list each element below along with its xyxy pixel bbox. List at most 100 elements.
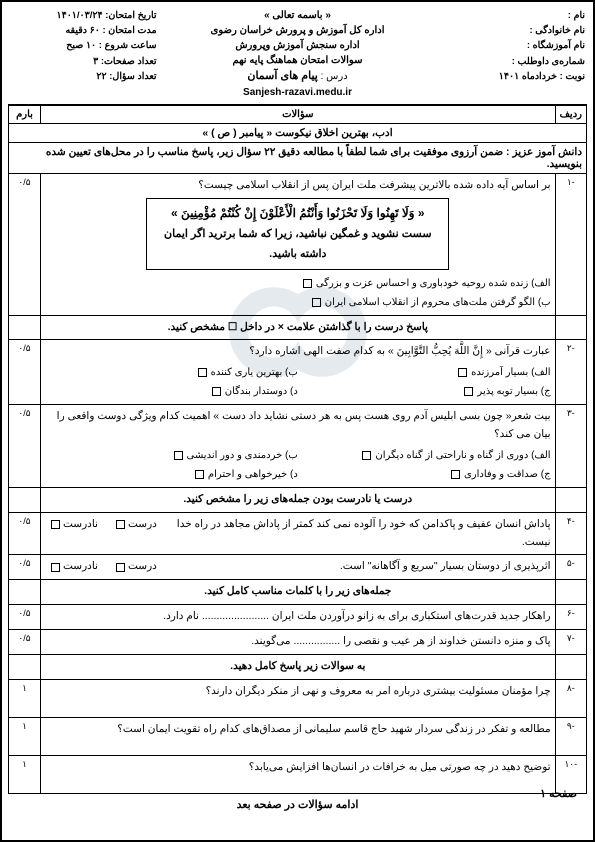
q3-text: بیت شعر« چون بسی ابلیس آدم روی هست پس به… xyxy=(45,408,551,444)
question-6: -۶ راهکار جدید قدرت‌های استکباری برای به… xyxy=(9,605,587,630)
q1-ayah-persian: سست نشوید و غمگین نباشید، زیرا که شما بر… xyxy=(153,225,442,265)
table-header-row: ردیف سؤالات بارم xyxy=(9,105,587,123)
q5-score: ۰/۵ xyxy=(9,555,41,580)
questions-table: ردیف سؤالات بارم ادب، بهترین اخلاق نیکوس… xyxy=(8,105,587,794)
checkbox-icon[interactable] xyxy=(312,298,321,307)
exam-start: ساعت شروع : ۱۰ صبح xyxy=(8,38,157,53)
intro-text: دانش آموز عزیز : ضمن آرزوی موفقیت برای ش… xyxy=(9,142,587,173)
checkbox-icon[interactable] xyxy=(116,563,125,572)
school-label: نام آموزشگاه : xyxy=(436,38,585,53)
q3-options: الف) دوری از گناه و ناراحتی از گناه دیگر… xyxy=(45,446,551,484)
q3-opt-b: ب) خردمندی و دور اندیشی xyxy=(45,446,298,465)
q8-text: چرا مؤمنان مسئولیت بیشتری درباره امر به … xyxy=(41,679,556,717)
q2-options: الف) بسیار آمرزنده ب) بهترین یاری کننده … xyxy=(45,363,551,401)
q1-body: بر اساس آیه داده شده بالاترین پیشرفت ملت… xyxy=(41,173,556,315)
q3-score: ۰/۵ xyxy=(9,405,41,488)
question-2: -۲ عبارت قرآنی « إِنَّ اللَّهَ يُحِبُّ ا… xyxy=(9,340,587,405)
exam-duration: مدت امتحان : ۶۰ دقیقه xyxy=(8,23,157,38)
exam-date: تاریخ امتحان: ۱۴۰۱/۰۳/۲۴ xyxy=(8,8,157,23)
checkbox-icon[interactable] xyxy=(116,520,125,529)
q4-tf: درست نادرست xyxy=(45,516,157,534)
q9-num: -۹ xyxy=(555,717,586,755)
continue-text: ادامه سؤالات در صفحه بعد xyxy=(8,794,587,811)
q3-body: بیت شعر« چون بسی ابلیس آدم روی هست پس به… xyxy=(41,405,556,488)
q2-opt-b: ب) بهترین یاری کننده xyxy=(45,363,298,382)
q5-tf: درست نادرست xyxy=(45,558,157,576)
q3-opt-a: الف) دوری از گناه و ناراحتی از گناه دیگر… xyxy=(298,446,551,465)
question-9: -۹ مطالعه و تفکر در زندگی سردار شهید حاج… xyxy=(9,717,587,755)
q2-opt-c: ج) بسیار توبه پذیر xyxy=(298,382,551,401)
q6-score: ۰/۵ xyxy=(9,605,41,630)
checkbox-icon[interactable] xyxy=(51,520,60,529)
q6-num: -۶ xyxy=(555,605,586,630)
checkbox-icon[interactable] xyxy=(51,563,60,572)
q1-opt-b: ب) الگو گرفتن ملت‌های محروم از انقلاب اس… xyxy=(45,293,551,312)
section5-title: به سوالات زیر پاسخ کامل دهید. xyxy=(41,654,556,679)
q2-opt-d: د) دوستدار بندگان xyxy=(45,382,298,401)
q7-text: پاک و منزه دانستن خداوند از هر عیب و نقص… xyxy=(41,629,556,654)
hadith-row: ادب، بهترین اخلاق نیکوست « پیامبر ( ص ) … xyxy=(9,123,587,142)
org-block: « باسمه تعالی » اداره کل آموزش و پرورش خ… xyxy=(159,8,437,100)
q1-num: -۱ xyxy=(555,173,586,315)
q8-score: ۱ xyxy=(9,679,41,717)
checkbox-icon[interactable] xyxy=(362,451,371,460)
page-number: صفحه ۱ xyxy=(540,787,577,800)
intro-row: دانش آموز عزیز : ضمن آرزوی موفقیت برای ش… xyxy=(9,142,587,173)
question-4: -۴ پاداش انسان عفیف و پاکدامن که خود را … xyxy=(9,512,587,555)
q10-score: ۱ xyxy=(9,755,41,793)
section4-title: جمله‌های زیر را با کلمات مناسب کامل کنید… xyxy=(41,580,556,605)
q4-false: نادرست xyxy=(51,516,98,534)
section3-title-row: درست یا نادرست بودن جمله‌های زیر را مشخص… xyxy=(9,487,587,512)
q9-score: ۱ xyxy=(9,717,41,755)
section3-title: درست یا نادرست بودن جمله‌های زیر را مشخص… xyxy=(41,487,556,512)
q1-score: ۰/۵ xyxy=(9,173,41,315)
q2-text: عبارت قرآنی « إِنَّ اللَّهَ يُحِبُّ التَ… xyxy=(45,343,551,361)
name-label: نام : xyxy=(436,8,585,23)
page-count: تعداد صفحات: ۳ xyxy=(8,54,157,69)
section4-title-row: جمله‌های زیر را با کلمات مناسب کامل کنید… xyxy=(9,580,587,605)
org-line2: اداره سنجش آموزش وپرورش xyxy=(159,38,437,53)
checkbox-icon[interactable] xyxy=(212,387,221,396)
q4-score: ۰/۵ xyxy=(9,512,41,555)
website-url: Sanjesh-razavi.medu.ir xyxy=(159,85,437,100)
q2-opt-a: الف) بسیار آمرزنده xyxy=(298,363,551,382)
checkbox-icon[interactable] xyxy=(458,368,467,377)
org-line3: سوالات امتحان هماهنگ پایه نهم xyxy=(159,53,437,68)
checkbox-icon[interactable] xyxy=(303,279,312,288)
q1-ayah-box: « وَلَا تَهِنُوا وَلَا تَحْزَنُوا وَأَنْ… xyxy=(146,198,449,269)
q3-opt-c: ج) صداقت و وفاداری xyxy=(298,465,551,484)
question-8: -۸ چرا مؤمنان مسئولیت بیشتری درباره امر … xyxy=(9,679,587,717)
q4-text: پاداش انسان عفیف و پاکدامن که خود را آلو… xyxy=(157,516,551,552)
question-5: -۵ اثرپذیری از دوستان بسیار "سریع و آگاه… xyxy=(9,555,587,580)
q2-body: عبارت قرآنی « إِنَّ اللَّهَ يُحِبُّ التَ… xyxy=(41,340,556,405)
checkbox-icon[interactable] xyxy=(174,451,183,460)
q1-ayah-arabic: « وَلَا تَهِنُوا وَلَا تَحْزَنُوا وَأَنْ… xyxy=(153,203,442,225)
exam-header: نام : نام خانوادگی : نام آموزشگاه : شمار… xyxy=(8,8,587,105)
q1-text: بر اساس آیه داده شده بالاترین پیشرفت ملت… xyxy=(45,177,551,195)
hadith-text: ادب، بهترین اخلاق نیکوست « پیامبر ( ص ) … xyxy=(9,123,587,142)
checkbox-icon[interactable] xyxy=(464,387,473,396)
bismillah: « باسمه تعالی » xyxy=(159,8,437,23)
q10-text: توضیح دهید در چه صورتی میل به خرافات در … xyxy=(41,755,556,793)
q4-true: درست xyxy=(116,516,157,534)
q3-opt-d: د) خیرخواهی و احترام xyxy=(45,465,298,484)
question-10: -۱۰ توضیح دهید در چه صورتی میل به خرافات… xyxy=(9,755,587,793)
q6-text: راهکار جدید قدرت‌های استکباری برای به زا… xyxy=(41,605,556,630)
col-questions: سؤالات xyxy=(41,105,556,123)
student-info-block: نام : نام خانوادگی : نام آموزشگاه : شمار… xyxy=(436,8,587,100)
q3-num: -۳ xyxy=(555,405,586,488)
term-label: نوبت : خردادماه ۱۴۰۱ xyxy=(436,69,585,84)
section2-title: پاسخ درست را با گذاشتن علامت × در داخل ☐… xyxy=(41,315,556,340)
question-count: تعداد سؤال: ۲۲ xyxy=(8,69,157,84)
subject-line: درس : پیام های آسمان xyxy=(159,68,437,85)
checkbox-icon[interactable] xyxy=(195,470,204,479)
family-label: نام خانوادگی : xyxy=(436,23,585,38)
question-3: -۳ بیت شعر« چون بسی ابلیس آدم روی هست پس… xyxy=(9,405,587,488)
q9-text: مطالعه و تفکر در زندگی سردار شهید حاج قا… xyxy=(41,717,556,755)
col-score: بارم xyxy=(9,105,41,123)
q7-num: -۷ xyxy=(555,629,586,654)
checkbox-icon[interactable] xyxy=(198,368,207,377)
q5-false: نادرست xyxy=(51,558,98,576)
col-radif: ردیف xyxy=(555,105,586,123)
checkbox-icon[interactable] xyxy=(451,470,460,479)
